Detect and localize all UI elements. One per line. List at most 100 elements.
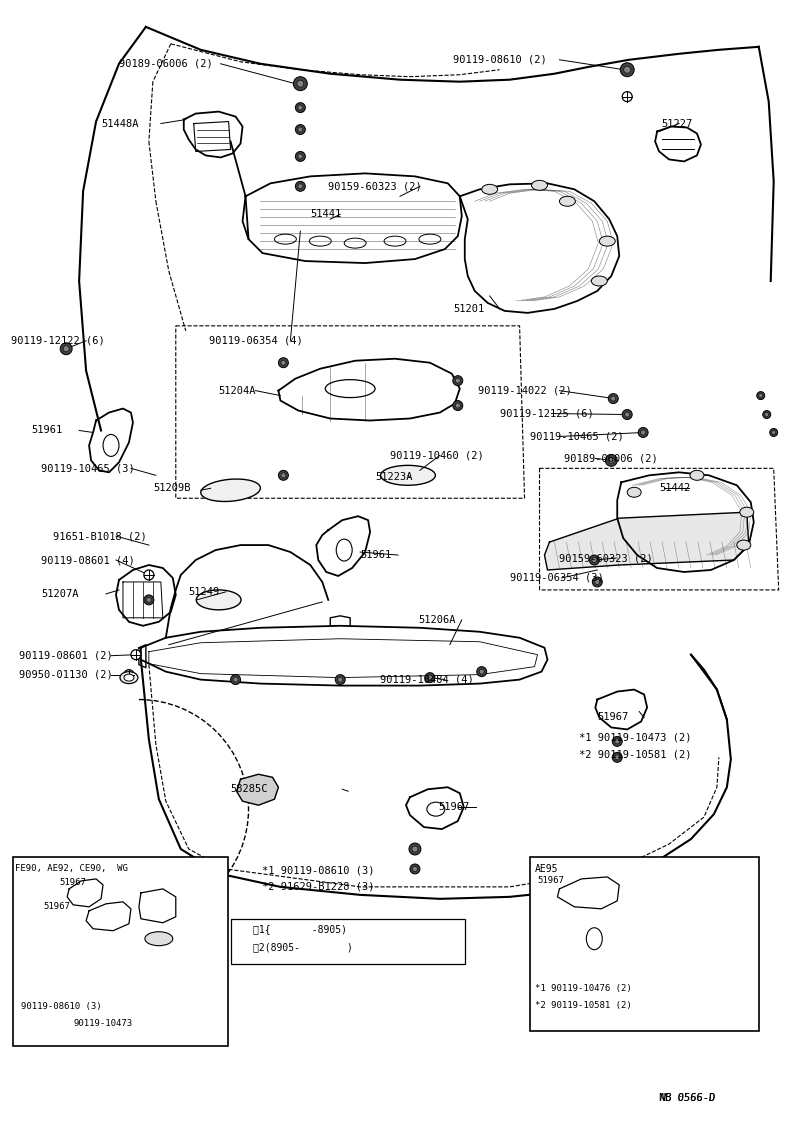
Text: 51967: 51967	[538, 877, 564, 886]
Circle shape	[620, 62, 634, 77]
Ellipse shape	[124, 674, 134, 682]
Circle shape	[610, 396, 616, 401]
Circle shape	[590, 958, 599, 968]
Circle shape	[427, 675, 432, 680]
Text: 51201: 51201	[453, 304, 484, 314]
Text: 90119-12125 (6): 90119-12125 (6)	[500, 408, 594, 418]
Text: 90119-06354 (3): 90119-06354 (3)	[510, 573, 603, 583]
Circle shape	[595, 579, 600, 584]
Circle shape	[608, 393, 618, 404]
Circle shape	[592, 962, 597, 966]
Text: 90119-08610 (3): 90119-08610 (3)	[22, 1002, 102, 1012]
Circle shape	[608, 457, 614, 464]
Circle shape	[606, 455, 618, 466]
Text: 90119-10484 (4): 90119-10484 (4)	[380, 675, 474, 685]
Ellipse shape	[196, 590, 241, 610]
Text: 90950-01130 (2): 90950-01130 (2)	[19, 669, 113, 679]
Text: NB 0566-D: NB 0566-D	[659, 1093, 715, 1103]
Circle shape	[131, 650, 141, 660]
Bar	[230, 919, 465, 964]
Circle shape	[295, 102, 306, 112]
Ellipse shape	[627, 488, 641, 497]
Circle shape	[413, 866, 418, 871]
Text: 90119-08601 (4): 90119-08601 (4)	[42, 555, 135, 565]
Circle shape	[63, 346, 69, 352]
Text: 51448A: 51448A	[101, 119, 138, 128]
Circle shape	[146, 988, 151, 993]
Circle shape	[622, 92, 632, 102]
Text: 90119-10473: 90119-10473	[73, 1019, 132, 1027]
Circle shape	[298, 184, 303, 189]
Text: 90189-06006 (2): 90189-06006 (2)	[565, 454, 658, 464]
Text: 90119-06354 (4): 90119-06354 (4)	[209, 336, 302, 346]
Ellipse shape	[120, 671, 138, 684]
Circle shape	[590, 555, 599, 565]
Ellipse shape	[740, 507, 754, 517]
Text: 91651-B1018 (2): 91651-B1018 (2)	[54, 531, 147, 541]
Text: 51206A: 51206A	[418, 615, 455, 625]
Ellipse shape	[482, 185, 498, 194]
Ellipse shape	[381, 465, 435, 485]
Circle shape	[295, 181, 306, 192]
Circle shape	[410, 864, 420, 874]
Circle shape	[230, 675, 241, 685]
Bar	[14, 857, 228, 1047]
Circle shape	[765, 413, 769, 416]
Circle shape	[281, 361, 286, 365]
Text: 90119-10465 (2): 90119-10465 (2)	[530, 431, 623, 441]
Text: AE95: AE95	[534, 864, 558, 874]
Circle shape	[612, 752, 622, 762]
Ellipse shape	[201, 479, 260, 501]
Circle shape	[335, 675, 345, 685]
Polygon shape	[460, 184, 619, 313]
Polygon shape	[618, 473, 754, 572]
Circle shape	[298, 127, 303, 132]
Text: 90159-60323 (2): 90159-60323 (2)	[328, 181, 422, 192]
Ellipse shape	[145, 932, 173, 946]
Text: 51207A: 51207A	[42, 589, 78, 599]
Circle shape	[281, 473, 286, 477]
Text: 51967: 51967	[598, 712, 629, 722]
Text: 90119-10465 (3): 90119-10465 (3)	[42, 464, 135, 473]
Ellipse shape	[559, 196, 575, 206]
Text: 51209B: 51209B	[153, 483, 190, 493]
Text: NB 0566-D: NB 0566-D	[659, 1093, 715, 1103]
Text: 90189-06006 (2): 90189-06006 (2)	[119, 59, 213, 69]
Text: 51204A: 51204A	[218, 386, 256, 396]
Circle shape	[624, 66, 630, 74]
Text: 51967: 51967	[438, 802, 469, 812]
Text: ※2(8905-        ): ※2(8905- )	[253, 941, 352, 951]
Circle shape	[55, 971, 67, 982]
Circle shape	[770, 429, 778, 437]
Text: 51227: 51227	[661, 119, 692, 128]
Ellipse shape	[531, 180, 547, 191]
Text: *1 90119-08610 (3): *1 90119-08610 (3)	[262, 866, 375, 875]
Circle shape	[641, 430, 646, 435]
Circle shape	[144, 985, 154, 996]
Circle shape	[453, 400, 462, 411]
Text: FE90, AE92, CE90,  WG: FE90, AE92, CE90, WG	[15, 864, 128, 873]
Circle shape	[412, 846, 418, 852]
Circle shape	[772, 431, 776, 434]
Circle shape	[146, 971, 151, 976]
Circle shape	[295, 152, 306, 161]
Circle shape	[622, 409, 632, 420]
Circle shape	[338, 677, 342, 682]
Circle shape	[762, 411, 770, 418]
Circle shape	[625, 412, 630, 417]
Text: 90119-08610 (2): 90119-08610 (2)	[453, 54, 546, 65]
Circle shape	[757, 391, 765, 399]
Text: 90119-08601 (2): 90119-08601 (2)	[19, 651, 113, 661]
Circle shape	[409, 843, 421, 855]
Circle shape	[455, 378, 460, 383]
Text: 90119-12122 (6): 90119-12122 (6)	[11, 336, 105, 346]
Circle shape	[758, 393, 762, 398]
Text: 51967: 51967	[43, 903, 70, 912]
Circle shape	[592, 976, 597, 981]
Circle shape	[477, 667, 486, 677]
Text: 90119-10460 (2): 90119-10460 (2)	[390, 450, 484, 460]
Text: 51249: 51249	[189, 587, 220, 596]
Circle shape	[297, 81, 304, 87]
Polygon shape	[545, 513, 749, 570]
Circle shape	[295, 125, 306, 135]
